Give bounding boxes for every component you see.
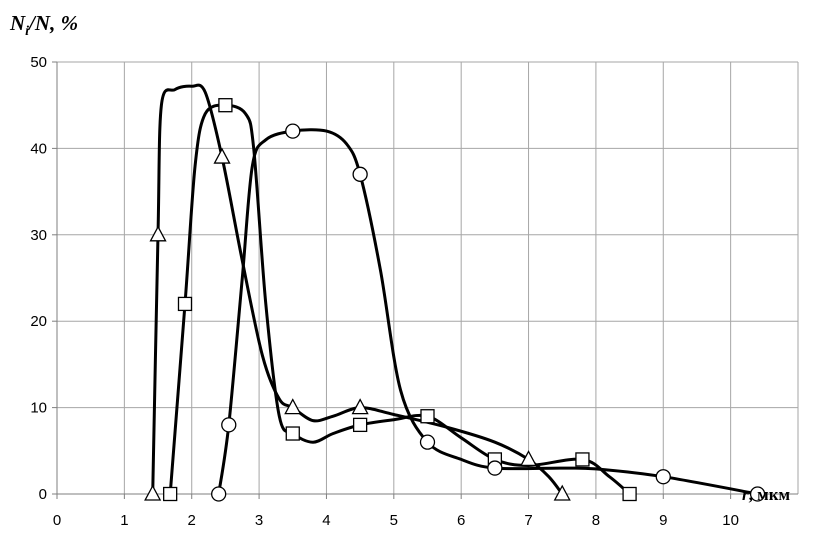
data-point-circle <box>749 486 766 502</box>
grid <box>57 61 799 494</box>
y-tick-label: 30 <box>30 227 47 244</box>
x-tick-label: 3 <box>255 512 263 529</box>
data-point-circle <box>487 460 503 476</box>
data-point-square <box>352 417 368 433</box>
x-axis-label: r, мкм <box>742 485 790 504</box>
y-tick-label: 10 <box>30 400 47 417</box>
x-tick-label: 7 <box>524 512 532 529</box>
data-point-square <box>575 452 590 467</box>
tick-labels: 0 10 20 30 40 50 0 1 2 3 4 5 6 7 8 9 10 <box>30 54 739 529</box>
y-tick-label: 40 <box>30 140 47 157</box>
data-point-square <box>163 486 178 502</box>
data-point-triangle <box>553 484 571 501</box>
x-tick-label: 0 <box>53 512 61 529</box>
data-point-circle <box>419 434 436 450</box>
x-tick-label: 9 <box>659 512 667 529</box>
y-tick-label: 50 <box>30 54 47 71</box>
data-point-circle <box>352 166 368 182</box>
data-point-triangle <box>284 398 302 415</box>
x-tick-label: 4 <box>322 512 330 529</box>
series-markers <box>144 98 766 502</box>
data-point-triangle <box>149 225 167 242</box>
series-curves <box>151 83 760 496</box>
data-point-circle <box>211 486 227 502</box>
x-tick-label: 1 <box>120 512 128 529</box>
data-point-square <box>622 486 637 502</box>
data-point-circle <box>655 469 671 485</box>
data-point-square <box>177 296 193 312</box>
y-tick-label: 0 <box>39 486 47 503</box>
x-tick-label: 8 <box>592 512 600 529</box>
data-point-triangle <box>213 147 231 164</box>
data-point-circle <box>221 417 237 433</box>
y-axis-label: Ni/N, % <box>9 11 78 39</box>
x-tick-label: 2 <box>188 512 196 529</box>
data-point-square <box>420 409 435 424</box>
y-tick-label: 20 <box>30 313 47 330</box>
series-line-triangle <box>151 83 564 496</box>
x-tick-label: 10 <box>722 512 739 529</box>
x-tick-label: 6 <box>457 512 465 529</box>
series-line-circle <box>217 128 760 496</box>
data-point-square <box>218 98 233 113</box>
data-point-circle <box>285 123 301 139</box>
data-point-square <box>285 426 300 441</box>
x-tick-label: 5 <box>390 512 398 529</box>
data-point-triangle <box>519 450 538 467</box>
axes <box>52 61 798 499</box>
data-point-triangle <box>351 398 369 415</box>
data-point-triangle <box>144 484 162 501</box>
